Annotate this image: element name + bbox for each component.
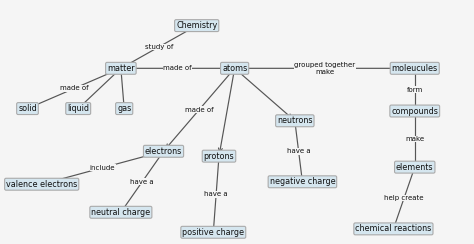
Text: have a: have a bbox=[287, 148, 310, 154]
Text: study of: study of bbox=[145, 44, 173, 50]
Text: gas: gas bbox=[117, 104, 131, 113]
Text: made of: made of bbox=[164, 65, 192, 71]
Text: have a: have a bbox=[204, 191, 228, 197]
Text: solid: solid bbox=[18, 104, 37, 113]
Text: Chemistry: Chemistry bbox=[176, 21, 218, 30]
Text: form: form bbox=[407, 87, 423, 93]
Text: negative charge: negative charge bbox=[270, 177, 335, 186]
Text: include: include bbox=[90, 165, 115, 171]
Text: compounds: compounds bbox=[392, 107, 438, 115]
Text: valence electrons: valence electrons bbox=[6, 180, 77, 189]
Text: liquid: liquid bbox=[67, 104, 89, 113]
Text: make: make bbox=[405, 136, 424, 142]
Text: help create: help create bbox=[384, 195, 424, 201]
Text: chemical reactions: chemical reactions bbox=[356, 224, 431, 233]
Text: positive charge: positive charge bbox=[182, 228, 244, 237]
Text: moleucules: moleucules bbox=[392, 64, 438, 73]
Text: have a: have a bbox=[130, 179, 154, 185]
Text: electrons: electrons bbox=[145, 147, 182, 156]
Text: made of: made of bbox=[185, 107, 213, 113]
Text: matter: matter bbox=[107, 64, 135, 73]
Text: neutrons: neutrons bbox=[277, 116, 312, 125]
Text: grouped together
make: grouped together make bbox=[294, 62, 355, 75]
Text: atoms: atoms bbox=[222, 64, 247, 73]
Text: protons: protons bbox=[204, 152, 234, 161]
Text: elements: elements bbox=[396, 163, 434, 172]
Text: neutral charge: neutral charge bbox=[91, 208, 150, 217]
Text: made of: made of bbox=[60, 85, 89, 92]
